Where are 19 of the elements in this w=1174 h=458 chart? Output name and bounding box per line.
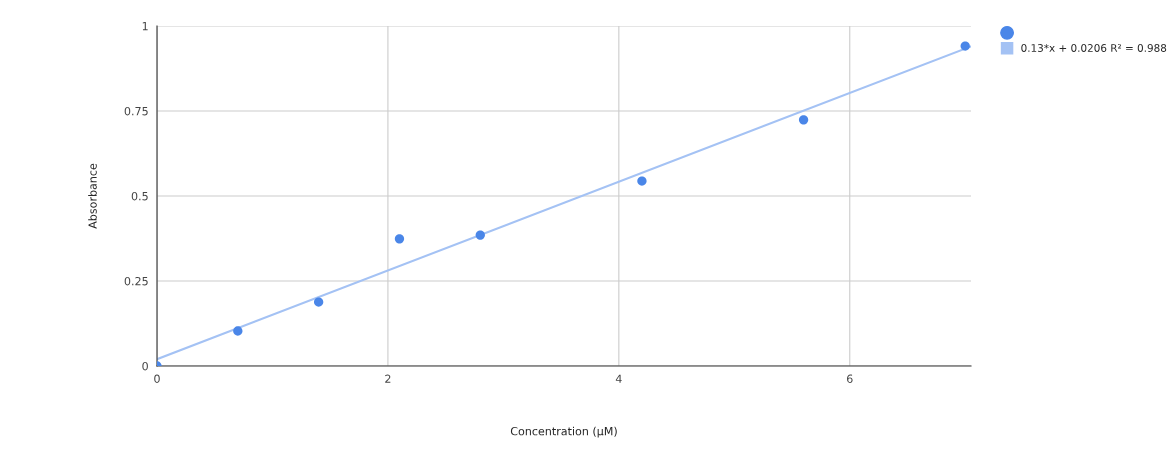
y-tick-label: 0 bbox=[142, 361, 148, 371]
legend-label: 0.13*x + 0.0206 R² = 0.988 bbox=[1021, 44, 1167, 52]
point bbox=[313, 297, 324, 307]
y-tick-label: 0.25 bbox=[124, 276, 148, 286]
x-tick-label: 6 bbox=[847, 374, 853, 383]
y-tick-label: 1 bbox=[142, 22, 148, 31]
point bbox=[475, 230, 485, 240]
point bbox=[233, 326, 243, 336]
y-axis-title: Absorbance bbox=[88, 163, 97, 229]
point bbox=[637, 176, 647, 186]
point bbox=[394, 234, 405, 244]
x-tick-label: 2 bbox=[385, 374, 391, 383]
x-axis-title: Concentration (µM) bbox=[510, 426, 617, 438]
point bbox=[798, 115, 809, 125]
y-tick-label: 0.5 bbox=[131, 191, 148, 201]
x-tick-label: 4 bbox=[615, 374, 622, 383]
x-tick-label: 0 bbox=[154, 374, 160, 383]
point bbox=[960, 41, 970, 51]
y-tick-label: 0.75 bbox=[124, 106, 148, 116]
